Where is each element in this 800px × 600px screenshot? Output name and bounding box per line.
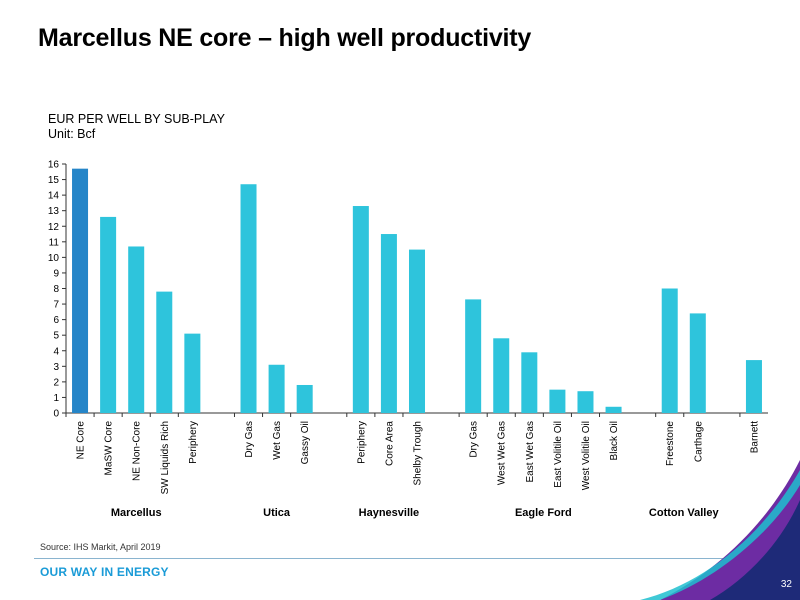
y-tick-label: 1 — [53, 393, 59, 404]
brand-tagline: OUR WAY IN ENERGY — [40, 565, 169, 579]
bar-east-volitile-oil — [549, 389, 566, 413]
y-tick-label: 15 — [48, 175, 60, 186]
x-category-label: Core Area — [384, 421, 395, 466]
y-tick-label: 16 — [48, 160, 60, 171]
bar-freestone — [661, 288, 678, 413]
bar-periphery — [352, 206, 369, 413]
y-tick-label: 9 — [53, 268, 59, 279]
y-tick-label: 14 — [48, 191, 60, 202]
x-category-label: NE Non-Core — [132, 421, 143, 481]
bar-west-wet-gas — [493, 338, 510, 413]
x-category-label: SW Liquids Rich — [160, 421, 171, 494]
bar-east-wet-gas — [521, 352, 538, 413]
x-category-label: Barnett — [749, 421, 760, 453]
y-tick-label: 12 — [48, 222, 60, 233]
group-label: Haynesville — [359, 507, 420, 519]
y-tick-label: 10 — [48, 253, 60, 264]
bar-west-volitile-oil — [577, 391, 594, 413]
bar-gassy-oil — [296, 384, 313, 413]
bar-barnett — [745, 360, 762, 413]
y-tick-label: 11 — [49, 237, 60, 248]
x-category-label: Wet Gas — [272, 421, 283, 460]
y-tick-label: 6 — [53, 315, 59, 326]
bar-shelby-trough — [408, 249, 426, 413]
bar-ne-non-core — [128, 246, 145, 413]
group-label: Cotton Valley — [649, 507, 720, 519]
chart-title: EUR PER WELL BY SUB-PLAY — [48, 112, 225, 126]
y-tick-label: 3 — [53, 362, 59, 373]
x-category-label: West Wet Gas — [497, 421, 508, 485]
x-category-label: West Volitile Oil — [581, 421, 592, 490]
bar-masw-core — [100, 216, 117, 413]
bar-wet-gas — [268, 364, 285, 413]
x-category-label: NE Core — [76, 421, 87, 460]
source-note: Source: IHS Markit, April 2019 — [40, 542, 161, 552]
bar-ne-core — [72, 168, 89, 413]
x-category-label: Periphery — [356, 421, 367, 464]
x-category-label: Periphery — [188, 421, 199, 464]
x-category-label: Black Oil — [609, 421, 620, 460]
x-category-label: East Volitile Oil — [553, 421, 564, 488]
x-category-label: Dry Gas — [244, 421, 255, 458]
y-tick-label: 7 — [53, 300, 59, 311]
group-label: Eagle Ford — [515, 507, 572, 519]
x-category-label: East Wet Gas — [525, 421, 536, 483]
bar-sw-liquids-rich — [156, 291, 173, 413]
page-number: 32 — [780, 579, 792, 590]
bar-periphery — [184, 333, 201, 413]
x-category-label: Shelby Trough — [413, 421, 424, 486]
y-tick-label: 2 — [53, 377, 59, 388]
x-category-label: Dry Gas — [469, 421, 480, 458]
x-category-label: Carthage — [693, 421, 704, 463]
chart-unit: Unit: Bcf — [48, 127, 96, 141]
group-label: Utica — [263, 507, 291, 519]
y-tick-label: 8 — [53, 284, 59, 295]
bar-black-oil — [605, 406, 622, 413]
x-category-label: Freestone — [665, 421, 676, 466]
bar-dry-gas — [465, 299, 482, 413]
y-tick-label: 5 — [53, 331, 59, 342]
group-label: Marcellus — [111, 507, 162, 519]
slide-title: Marcellus NE core – high well productivi… — [38, 24, 532, 52]
bar-core-area — [380, 234, 397, 413]
y-tick-label: 4 — [53, 346, 59, 357]
y-tick-label: 0 — [53, 409, 59, 420]
x-category-label: MaSW Core — [104, 421, 115, 476]
bar-dry-gas — [240, 184, 257, 413]
chart-subtitle: EUR PER WELL BY SUB-PLAY Unit: Bcf — [48, 112, 225, 142]
bar-carthage — [689, 313, 706, 413]
footer-divider — [34, 558, 774, 559]
x-category-label: Gassy Oil — [300, 421, 311, 464]
y-tick-label: 13 — [48, 206, 60, 217]
